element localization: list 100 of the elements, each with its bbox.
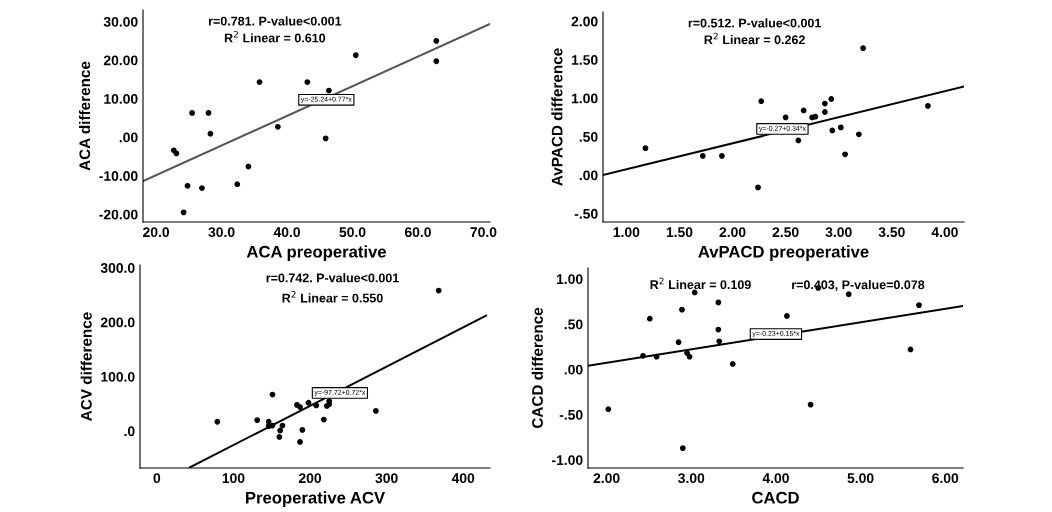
x-tick-label: 60.0 xyxy=(404,227,431,238)
point xyxy=(642,145,649,152)
x-tick-label: 6.00 xyxy=(932,473,959,484)
point xyxy=(207,130,214,137)
point xyxy=(916,302,922,308)
point xyxy=(907,346,914,353)
y-tick-label: 200.0 xyxy=(100,317,135,328)
point xyxy=(782,114,789,121)
point xyxy=(435,287,442,294)
y-tick-label: -10.00 xyxy=(99,171,138,181)
x-tick-label: 300 xyxy=(375,473,398,484)
point xyxy=(686,353,693,360)
point xyxy=(715,299,722,306)
x-tick-label: 4.00 xyxy=(931,227,958,238)
point xyxy=(326,87,332,94)
y-tick-label: .50 xyxy=(564,319,583,330)
x-axis-title: CACD xyxy=(752,491,799,504)
x-tick-label: 200 xyxy=(298,473,322,484)
y-tick-label: 1.50 xyxy=(571,55,598,65)
annotation: r=0.742. P-value<0.001 xyxy=(266,273,399,283)
annotation: r=0.781. P-value<0.001 xyxy=(208,16,342,26)
y-tick-label: 10.00 xyxy=(104,93,138,104)
point xyxy=(828,96,835,102)
point xyxy=(305,399,312,406)
point xyxy=(837,124,844,131)
point xyxy=(795,137,802,144)
point xyxy=(313,402,320,409)
x-tick-label: 3.00 xyxy=(825,227,852,238)
y-tick-label: -1.00 xyxy=(552,455,583,466)
point xyxy=(214,418,221,425)
y-tick-label: .00 xyxy=(119,132,138,143)
point xyxy=(719,152,725,159)
x-tick-label: 100 xyxy=(222,473,245,484)
x-tick-label: 20.0 xyxy=(143,227,170,238)
point xyxy=(274,123,281,130)
annotation: r=0.512. P-value<0.001 xyxy=(688,18,821,28)
x-tick-label: 2.50 xyxy=(772,227,799,238)
point xyxy=(269,391,276,398)
y-tick-label: -.50 xyxy=(559,409,583,420)
point xyxy=(320,416,327,423)
point xyxy=(322,135,329,142)
point xyxy=(180,209,187,216)
y-tick-label: 1.00 xyxy=(556,274,583,285)
point xyxy=(716,338,723,345)
point xyxy=(279,422,286,429)
point xyxy=(199,185,205,191)
x-tick-label: 400 xyxy=(451,473,475,484)
x-tick-label: 2.00 xyxy=(719,227,746,238)
y-tick-label: -20.00 xyxy=(99,209,138,220)
point xyxy=(184,182,191,189)
point xyxy=(679,306,685,313)
y-tick-label: .0 xyxy=(124,426,135,437)
point xyxy=(234,181,241,188)
point xyxy=(304,79,311,85)
point xyxy=(276,434,283,440)
point xyxy=(758,98,765,105)
point xyxy=(653,353,660,360)
y-tick-label: 20.00 xyxy=(103,55,138,66)
x-tick-label: 1.50 xyxy=(666,227,693,238)
point xyxy=(646,315,653,322)
y-tick-label: .50 xyxy=(579,131,598,142)
y-tick-label: .00 xyxy=(579,170,598,181)
point xyxy=(822,109,828,115)
point xyxy=(822,100,828,107)
point xyxy=(277,427,284,434)
point xyxy=(352,52,359,58)
point xyxy=(256,79,263,85)
y-tick-label: .00 xyxy=(564,364,583,375)
point xyxy=(297,438,303,445)
x-tick-label: 3.50 xyxy=(878,227,905,238)
y-axis-title: ACV difference xyxy=(80,312,92,421)
point xyxy=(925,102,931,109)
x-tick-label: 50.0 xyxy=(339,227,366,238)
y-axis-title: CACD difference xyxy=(531,307,543,429)
point xyxy=(433,37,440,44)
y-tick-label: -.50 xyxy=(574,208,598,219)
point xyxy=(189,110,195,116)
point xyxy=(784,313,790,319)
x-tick-label: 4.00 xyxy=(762,473,789,484)
x-axis-title: AvPACD preoperative xyxy=(698,245,869,261)
point xyxy=(299,427,306,433)
y-tick-label: 300.0 xyxy=(100,263,135,273)
point xyxy=(800,107,807,114)
annotation: R$^{2}$ Linear = 0.109 xyxy=(650,277,751,290)
point xyxy=(605,406,612,413)
x-tick-label: 2.00 xyxy=(593,473,620,484)
x-tick-label: 70.0 xyxy=(470,227,497,238)
annotation: R$^{2}$ Linear = 0.550 xyxy=(282,291,383,303)
point xyxy=(845,291,852,298)
x-tick-label: 3.00 xyxy=(678,473,705,484)
x-tick-label: 40.0 xyxy=(273,227,300,238)
y-axis-title: ACA difference xyxy=(78,61,91,171)
x-tick-label: 30.0 xyxy=(208,227,235,238)
y-tick-label: 1.00 xyxy=(571,93,598,104)
point xyxy=(640,352,646,359)
point xyxy=(691,289,698,296)
point xyxy=(860,45,867,52)
point xyxy=(829,127,836,134)
x-tick-label: 5.00 xyxy=(847,473,874,484)
x-tick-label: 1.00 xyxy=(613,227,640,238)
